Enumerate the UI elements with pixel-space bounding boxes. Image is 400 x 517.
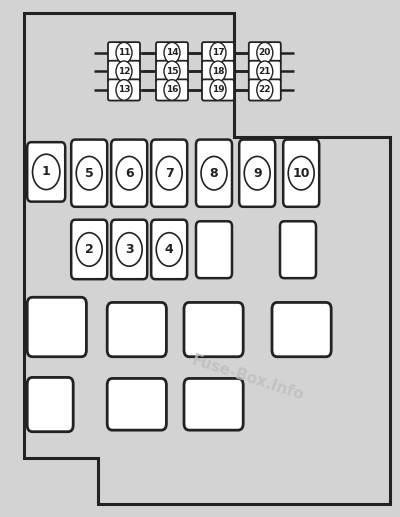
- Circle shape: [210, 42, 226, 63]
- Text: 21: 21: [258, 67, 271, 76]
- FancyBboxPatch shape: [202, 60, 234, 82]
- FancyBboxPatch shape: [107, 378, 166, 430]
- FancyBboxPatch shape: [184, 378, 243, 430]
- Text: 7: 7: [165, 166, 174, 180]
- FancyBboxPatch shape: [249, 60, 281, 82]
- Polygon shape: [24, 13, 390, 504]
- FancyBboxPatch shape: [108, 79, 140, 100]
- FancyBboxPatch shape: [202, 79, 234, 100]
- Circle shape: [257, 80, 273, 100]
- FancyBboxPatch shape: [239, 140, 275, 207]
- FancyBboxPatch shape: [249, 79, 281, 100]
- FancyBboxPatch shape: [283, 140, 319, 207]
- FancyBboxPatch shape: [184, 302, 243, 357]
- Circle shape: [116, 157, 142, 190]
- Circle shape: [257, 42, 273, 63]
- Circle shape: [257, 61, 273, 82]
- FancyBboxPatch shape: [111, 140, 147, 207]
- Text: 4: 4: [165, 243, 174, 256]
- Circle shape: [116, 233, 142, 266]
- Circle shape: [164, 61, 180, 82]
- Text: 13: 13: [118, 85, 130, 95]
- Text: 11: 11: [118, 48, 130, 57]
- Circle shape: [76, 233, 102, 266]
- Circle shape: [156, 157, 182, 190]
- FancyBboxPatch shape: [151, 220, 187, 279]
- Circle shape: [32, 154, 60, 190]
- Text: 19: 19: [212, 85, 224, 95]
- Circle shape: [164, 42, 180, 63]
- FancyBboxPatch shape: [108, 42, 140, 63]
- Circle shape: [116, 80, 132, 100]
- FancyBboxPatch shape: [27, 377, 73, 432]
- Text: 8: 8: [210, 166, 218, 180]
- FancyBboxPatch shape: [71, 220, 107, 279]
- Circle shape: [210, 80, 226, 100]
- Circle shape: [288, 157, 314, 190]
- FancyBboxPatch shape: [280, 221, 316, 278]
- Circle shape: [116, 61, 132, 82]
- FancyBboxPatch shape: [272, 302, 331, 357]
- Circle shape: [201, 157, 227, 190]
- Text: 3: 3: [125, 243, 134, 256]
- FancyBboxPatch shape: [71, 140, 107, 207]
- Text: 17: 17: [212, 48, 224, 57]
- Text: 2: 2: [85, 243, 94, 256]
- Circle shape: [244, 157, 270, 190]
- Text: 18: 18: [212, 67, 224, 76]
- Circle shape: [76, 157, 102, 190]
- FancyBboxPatch shape: [249, 42, 281, 63]
- FancyBboxPatch shape: [196, 140, 232, 207]
- Circle shape: [116, 42, 132, 63]
- FancyBboxPatch shape: [156, 42, 188, 63]
- Circle shape: [156, 233, 182, 266]
- FancyBboxPatch shape: [196, 221, 232, 278]
- FancyBboxPatch shape: [27, 297, 86, 357]
- Text: 14: 14: [166, 48, 178, 57]
- Circle shape: [164, 80, 180, 100]
- Circle shape: [210, 61, 226, 82]
- Text: 1: 1: [42, 165, 50, 178]
- Text: Fuse-Box.Info: Fuse-Box.Info: [190, 352, 306, 403]
- FancyBboxPatch shape: [108, 60, 140, 82]
- Text: 10: 10: [292, 166, 310, 180]
- FancyBboxPatch shape: [111, 220, 147, 279]
- Text: 6: 6: [125, 166, 134, 180]
- Text: 9: 9: [253, 166, 262, 180]
- FancyBboxPatch shape: [202, 42, 234, 63]
- Text: 16: 16: [166, 85, 178, 95]
- Text: 5: 5: [85, 166, 94, 180]
- Text: 12: 12: [118, 67, 130, 76]
- FancyBboxPatch shape: [156, 60, 188, 82]
- FancyBboxPatch shape: [151, 140, 187, 207]
- Text: 20: 20: [259, 48, 271, 57]
- Text: 15: 15: [166, 67, 178, 76]
- FancyBboxPatch shape: [27, 142, 65, 202]
- FancyBboxPatch shape: [107, 302, 166, 357]
- FancyBboxPatch shape: [156, 79, 188, 100]
- Text: 22: 22: [258, 85, 271, 95]
